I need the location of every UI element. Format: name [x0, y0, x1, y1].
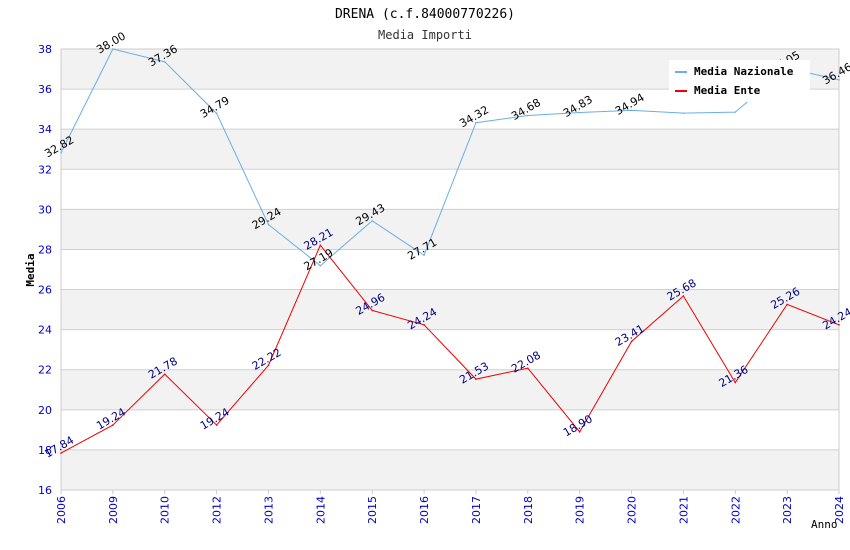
data-point — [60, 152, 62, 154]
y-tick-label: 16 — [38, 484, 52, 497]
series-lines — [60, 48, 840, 454]
legend-label-nazionale: Media Nazionale — [694, 65, 794, 78]
y-tick-label: 30 — [38, 203, 52, 216]
y-axis-label: Media — [24, 253, 37, 286]
x-tick-label: 2022 — [729, 496, 742, 524]
x-tick-label: 2019 — [574, 496, 587, 524]
y-tick-label: 36 — [38, 83, 52, 96]
y-tick-label: 32 — [38, 163, 52, 176]
x-tick-label: 2018 — [522, 496, 535, 524]
x-tick-label: 2020 — [626, 496, 639, 524]
x-tick-label: 2015 — [366, 496, 379, 524]
y-tick-label: 38 — [38, 43, 52, 56]
chart-subtitle: Media Importi — [378, 28, 472, 42]
y-tick-label: 18 — [38, 444, 52, 457]
y-tick-label: 24 — [38, 324, 52, 337]
legend-box — [669, 60, 810, 102]
legend: Media Nazionale Media Ente — [669, 60, 810, 102]
band-24 — [61, 289, 839, 330]
legend-label-ente: Media Ente — [694, 84, 761, 97]
x-tick-label: 2023 — [781, 496, 794, 524]
data-point — [630, 340, 633, 343]
y-axis-ticks: 16 18 20 22 24 26 28 30 32 34 36 38 — [38, 43, 52, 497]
y-tick-label: 26 — [38, 284, 52, 297]
y-tick-label: 28 — [38, 243, 52, 256]
data-point — [838, 324, 840, 326]
x-axis-label: Anno — [811, 518, 838, 531]
data-point — [578, 431, 581, 433]
band-28 — [61, 209, 839, 250]
band-16 — [61, 449, 839, 490]
data-point — [734, 111, 737, 113]
data-point — [267, 364, 270, 367]
data-point — [630, 109, 633, 112]
data-point — [578, 111, 581, 114]
data-label: 34.79 — [198, 94, 232, 121]
data-point — [112, 48, 114, 50]
x-axis-ticks: 2006 2009 2010 2012 2013 2014 2015 2016 2017 2018… — [55, 490, 846, 524]
x-tick-label: 2009 — [107, 496, 120, 524]
data-point — [112, 424, 114, 426]
background-bands — [61, 49, 839, 490]
data-point — [423, 324, 425, 326]
data-point — [475, 121, 477, 124]
band-32 — [61, 129, 839, 170]
x-tick-label: 2012 — [211, 496, 224, 524]
data-label: 22.22 — [250, 346, 284, 373]
data-point — [215, 112, 218, 115]
data-label: 18.90 — [561, 412, 595, 439]
x-tick-label: 2024 — [833, 496, 846, 524]
data-point — [475, 378, 477, 380]
data-point — [163, 373, 166, 375]
series-line-0 — [60, 48, 840, 267]
x-tick-label: 2010 — [159, 496, 172, 524]
chart-title: DRENA (c.f.84000770226) — [335, 7, 515, 22]
data-point — [734, 381, 737, 384]
data-point — [267, 223, 270, 226]
data-point — [682, 112, 685, 114]
y-tick-label: 20 — [38, 404, 52, 417]
band-20 — [61, 369, 839, 410]
x-tick-label: 2017 — [470, 496, 483, 524]
x-tick-label: 2013 — [262, 496, 275, 524]
x-tick-label: 2006 — [55, 496, 68, 524]
data-label: 34.94 — [613, 91, 647, 118]
data-point — [423, 254, 425, 257]
data-label: 34.68 — [509, 96, 543, 123]
data-point — [682, 295, 685, 297]
y-tick-label: 34 — [38, 123, 52, 136]
gridlines — [61, 48, 839, 491]
data-point — [838, 79, 840, 81]
x-tick-label: 2021 — [677, 496, 690, 524]
plot-frame — [60, 48, 840, 491]
data-point — [60, 452, 62, 454]
data-point — [371, 309, 374, 312]
data-point — [371, 219, 374, 222]
x-tick-label: 2016 — [418, 496, 431, 524]
data-point — [319, 264, 322, 267]
data-label: 34.83 — [561, 93, 595, 120]
data-point — [786, 303, 788, 306]
data-point — [215, 424, 218, 426]
data-point — [163, 61, 166, 63]
data-point — [319, 244, 322, 247]
x-tick-label: 2014 — [314, 496, 327, 524]
data-point — [527, 114, 529, 117]
y-tick-label: 22 — [38, 364, 52, 377]
series-line-1 — [60, 244, 840, 454]
data-point — [527, 367, 529, 369]
